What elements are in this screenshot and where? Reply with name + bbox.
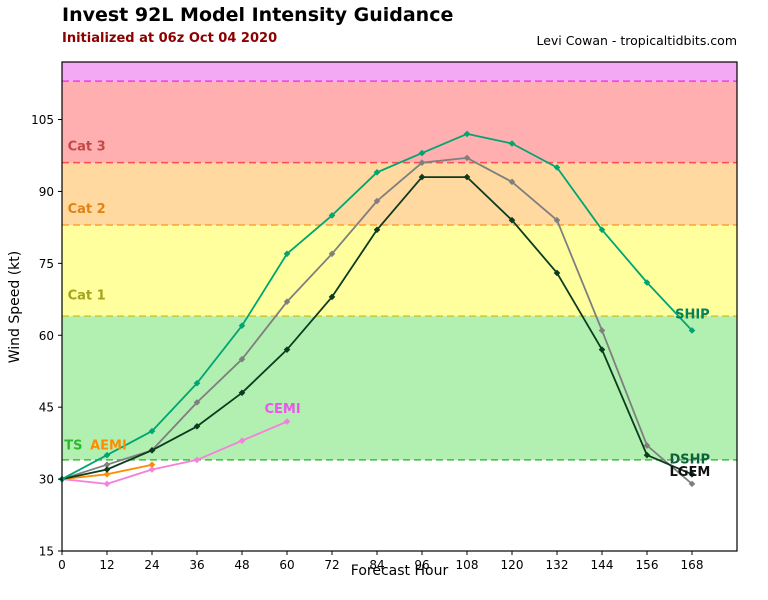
- annotation-cat-2: Cat 2: [68, 202, 106, 217]
- series-marker-dshp: [373, 226, 381, 234]
- series-marker-lgem: [688, 480, 696, 488]
- series-marker-ship: [508, 140, 516, 147]
- series-marker-dshp: [328, 293, 336, 301]
- x-tick-label: 36: [189, 558, 204, 572]
- band-cat4: [62, 62, 737, 82]
- series-marker-lgem: [643, 442, 651, 449]
- series-marker-ship: [193, 379, 201, 387]
- x-tick-label: 60: [279, 558, 294, 572]
- band-cat3: [62, 81, 737, 163]
- band-below-ts: [62, 459, 737, 551]
- series-marker-dshp: [103, 466, 111, 473]
- x-tick-label: 108: [456, 558, 479, 572]
- x-tick-label: 132: [546, 558, 569, 572]
- annotation-ship: SHIP: [675, 308, 710, 323]
- x-tick-label: 48: [234, 558, 249, 572]
- series-marker-aemi: [148, 461, 156, 469]
- y-tick-label: 60: [39, 329, 54, 343]
- series-marker-ship: [688, 327, 696, 334]
- y-tick-label: 15: [39, 545, 54, 559]
- annotation-dshp: DSHP: [670, 452, 711, 467]
- series-marker-ship: [283, 250, 291, 258]
- series-marker-lgem: [598, 327, 606, 334]
- series-marker-ship: [103, 451, 111, 459]
- annotation-cat-3: Cat 3: [68, 140, 106, 155]
- series-marker-lgem: [193, 399, 201, 406]
- y-tick-label: 45: [39, 401, 54, 415]
- series-marker-lgem: [283, 298, 291, 306]
- x-tick-label: 72: [324, 558, 339, 572]
- series-line-cemi: [61, 420, 288, 485]
- x-axis-label: Forecast Hour: [350, 563, 449, 579]
- y-tick-label: 75: [39, 257, 54, 271]
- series-marker-ship: [463, 130, 471, 138]
- x-tick-label: 84: [369, 558, 384, 572]
- series-marker-cemi: [193, 456, 201, 464]
- credit-text: Levi Cowan - tropicaltidbits.com: [536, 33, 737, 48]
- annotation-cemi: CEMI: [265, 402, 301, 417]
- series-marker-ship: [238, 322, 246, 329]
- band-cat1: [62, 225, 737, 317]
- annotation-ts: TS: [64, 438, 82, 453]
- series-marker-aemi: [103, 470, 111, 478]
- series-marker-lgem: [463, 154, 471, 162]
- series-marker-dshp: [283, 346, 291, 353]
- series-marker-lgem: [328, 250, 336, 258]
- series-marker-dshp: [688, 470, 696, 478]
- series-marker-cemi: [148, 466, 156, 473]
- series-marker-lgem: [103, 461, 111, 469]
- series-marker-ship: [643, 279, 651, 286]
- band-cat2: [62, 162, 737, 225]
- page-title: Invest 92L Model Intensity Guidance: [62, 4, 454, 26]
- series-marker-ship: [553, 164, 561, 171]
- plot-frame: [61, 61, 738, 552]
- x-tick-label: 12: [99, 558, 114, 572]
- series-marker-dshp: [238, 389, 246, 397]
- series-marker-dshp: [463, 173, 471, 181]
- series-marker-dshp: [598, 346, 606, 353]
- x-tick-label: 120: [501, 558, 524, 572]
- series-marker-dshp: [553, 269, 561, 277]
- series-marker-lgem: [553, 216, 561, 224]
- series-marker-dshp: [643, 451, 651, 459]
- x-tick-label: 0: [58, 558, 66, 572]
- series-marker-cemi: [103, 480, 111, 488]
- y-tick-label: 105: [31, 113, 54, 127]
- series-marker-ship: [148, 427, 156, 435]
- y-axis-label: Wind Speed (kt): [7, 250, 23, 364]
- x-tick-label: 144: [591, 558, 614, 572]
- series-marker-lgem: [238, 355, 246, 363]
- x-tick-label: 24: [144, 558, 159, 572]
- series-marker-lgem: [418, 159, 426, 166]
- x-tick-label: 96: [414, 558, 429, 572]
- annotation-aemi: AEMI: [90, 438, 127, 453]
- init-time-subtitle: Initialized at 06z Oct 04 2020: [62, 31, 278, 46]
- annotation-lgem: LGEM: [670, 465, 711, 480]
- series-marker-ship: [418, 149, 426, 157]
- annotation-cat-1: Cat 1: [68, 288, 106, 303]
- series-marker-lgem: [508, 178, 516, 186]
- series-marker-lgem: [373, 197, 381, 205]
- series-marker-ship: [328, 212, 336, 219]
- series-marker-ship: [373, 168, 381, 176]
- series-marker-dshp: [418, 173, 426, 181]
- series-marker-cemi: [283, 418, 291, 425]
- series-marker-cemi: [238, 437, 246, 445]
- series-marker-dshp: [508, 216, 516, 224]
- series-marker-ship: [598, 226, 606, 234]
- y-tick-label: 90: [39, 185, 54, 199]
- series-marker-dshp: [148, 447, 156, 454]
- series-marker-dshp: [193, 423, 201, 430]
- x-tick-label: 156: [636, 558, 659, 572]
- x-tick-label: 168: [681, 558, 704, 572]
- y-tick-label: 30: [39, 473, 54, 487]
